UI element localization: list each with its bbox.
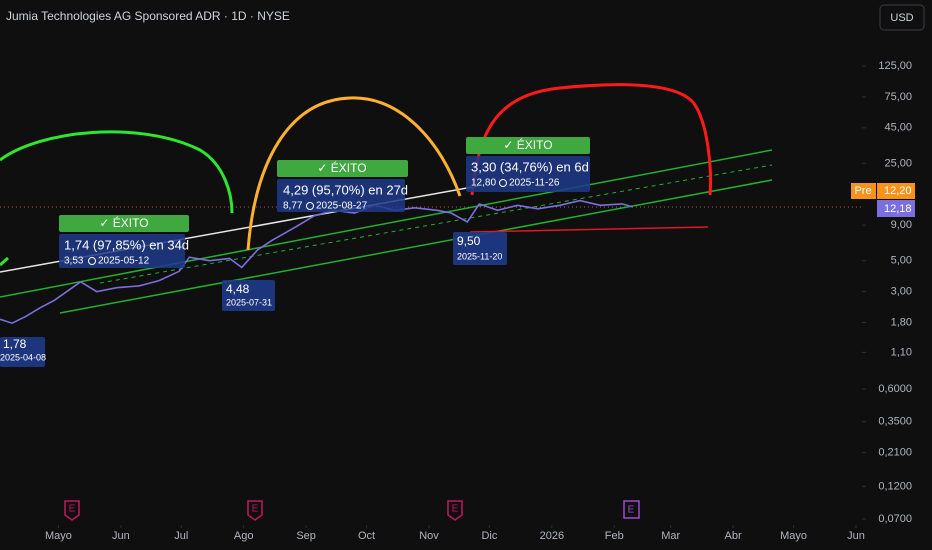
y-tick-label: 45,00 bbox=[884, 122, 912, 134]
y-tick-label: 1,80 bbox=[891, 316, 912, 328]
svg-text:E: E bbox=[252, 504, 259, 515]
gain-price: 12,80 bbox=[471, 178, 496, 189]
last-badge bbox=[877, 200, 915, 217]
currency[interactable]: USD bbox=[890, 12, 913, 24]
price-line bbox=[0, 199, 633, 325]
y-tick-label: 1,10 bbox=[891, 346, 912, 358]
x-tick-label: Jun bbox=[112, 530, 130, 542]
svg-text:E: E bbox=[452, 504, 459, 515]
y-tick-label: 125,00 bbox=[878, 60, 912, 72]
x-tick-label: Nov bbox=[419, 530, 439, 542]
gain-label: 4,29 (95,70%) en 27d bbox=[283, 182, 408, 197]
pre-label: Pre bbox=[854, 185, 871, 197]
svg-text:E: E bbox=[69, 504, 76, 515]
gain-label: 1,74 (97,85%) en 34d bbox=[64, 237, 189, 252]
arc bbox=[246, 96, 462, 251]
chart-title: Jumia Technologies AG Sponsored ADR · 1D… bbox=[6, 9, 290, 23]
low-price: 9,50 bbox=[457, 234, 481, 248]
gain-label: 3,30 (34,76%) en 6d bbox=[471, 159, 589, 174]
channel-lower bbox=[59, 179, 773, 314]
x-tick-label: Mar bbox=[661, 530, 680, 542]
gain-box bbox=[277, 179, 405, 212]
gain-price: 8,77 bbox=[283, 201, 303, 212]
y-tick-label: 3,00 bbox=[891, 286, 912, 298]
low-price: 4,48 bbox=[226, 282, 250, 296]
y-tick-label: 9,00 bbox=[891, 219, 912, 231]
low-price: 1,78 bbox=[3, 337, 27, 351]
series bbox=[0, 199, 633, 325]
y-tick-label: 25,00 bbox=[884, 157, 912, 169]
x-tick-label: Dic bbox=[481, 530, 497, 542]
success-box bbox=[59, 215, 189, 232]
clock-icon bbox=[306, 202, 314, 210]
x-tick-label: 2026 bbox=[540, 530, 564, 542]
x-tick-label: Jun bbox=[847, 530, 865, 542]
gain-date: 2025-05-12 bbox=[98, 256, 150, 267]
gain-box bbox=[466, 156, 590, 192]
y-tick-label: 0,1200 bbox=[878, 480, 912, 492]
currency-button[interactable] bbox=[879, 4, 925, 31]
y-tick-label: 75,00 bbox=[884, 91, 912, 103]
low-box bbox=[222, 280, 275, 311]
arc bbox=[470, 83, 712, 196]
low-box bbox=[0, 337, 45, 367]
x-tick-label: Ago bbox=[234, 530, 254, 542]
x-tick-label: Mayo bbox=[780, 530, 807, 542]
x-tick-label: Sep bbox=[296, 530, 316, 542]
success-label: ✓ ÉXITO bbox=[317, 160, 366, 175]
x-tick-label: Mayo bbox=[45, 530, 72, 542]
success-label: ✓ ÉXITO bbox=[503, 137, 552, 152]
gain-box bbox=[59, 234, 185, 268]
pre-value: 12,20 bbox=[884, 185, 912, 197]
support-line bbox=[469, 226, 709, 233]
event-letters: E E E E bbox=[69, 504, 635, 516]
pre-badge bbox=[851, 183, 876, 199]
low-box bbox=[453, 232, 507, 265]
success-label: ✓ ÉXITO bbox=[99, 215, 148, 230]
y-tick-label: 0,6000 bbox=[878, 383, 912, 395]
channel-upper bbox=[0, 149, 773, 298]
low-date: 2025-04-08 bbox=[0, 352, 46, 362]
success-box bbox=[466, 137, 590, 154]
x-tick-label: Jul bbox=[174, 530, 188, 542]
y-tick-label: 0,3500 bbox=[878, 416, 912, 428]
y-tick-label: 0,2100 bbox=[878, 446, 912, 458]
event-markers bbox=[64, 500, 640, 521]
y-tick-label: 0,0700 bbox=[878, 513, 912, 525]
arc bbox=[0, 130, 234, 214]
clock-icon bbox=[88, 257, 96, 265]
last-price: 12,18 bbox=[884, 203, 912, 215]
gain-date: 2025-08-27 bbox=[316, 201, 368, 212]
low-date: 2025-07-31 bbox=[226, 297, 272, 307]
x-tick-label: Oct bbox=[358, 530, 375, 542]
clock-icon bbox=[499, 179, 507, 187]
gain-date: 2025-11-26 bbox=[509, 178, 560, 189]
channel-mid bbox=[99, 164, 773, 284]
pre-value-badge bbox=[877, 183, 915, 199]
success-box bbox=[277, 160, 408, 177]
svg-text:E: E bbox=[628, 505, 635, 516]
low-date: 2025-11-20 bbox=[457, 251, 502, 261]
x-tick-label: Feb bbox=[605, 530, 624, 542]
gain-price: 3,53 bbox=[64, 256, 84, 267]
x-tick-label: Abr bbox=[725, 530, 742, 542]
y-tick-label: 5,00 bbox=[891, 255, 912, 267]
arc bbox=[0, 256, 9, 267]
